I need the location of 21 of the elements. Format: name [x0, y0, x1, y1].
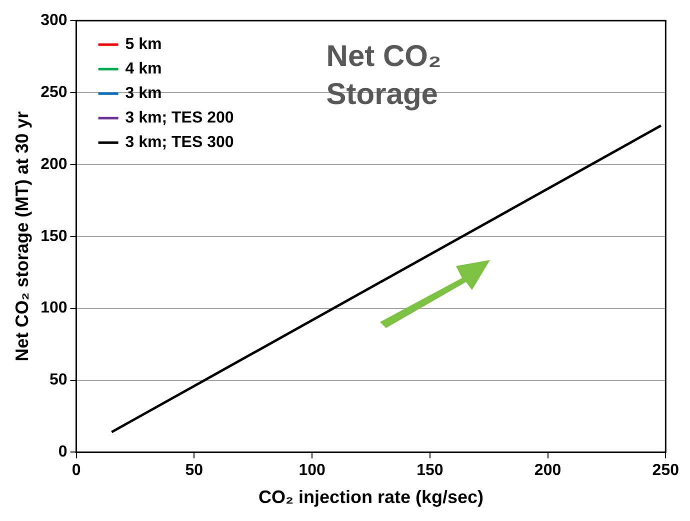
- legend-label: 3 km; TES 300: [125, 134, 234, 152]
- x-tick-label: 100: [298, 462, 326, 480]
- x-tick-label: 150: [416, 462, 444, 480]
- x-tick-label: 0: [72, 462, 81, 480]
- legend-label: 5 km: [125, 36, 162, 54]
- y-tick-label: 300: [40, 12, 68, 30]
- legend-label: 3 km; TES 200: [125, 110, 234, 127]
- y-tick-label: 100: [40, 300, 68, 317]
- y-tick-label: 200: [40, 156, 68, 173]
- y-axis-title: Net CO₂ storage (MT) at 30 yr: [12, 111, 32, 362]
- y-tick-label: 150: [40, 228, 68, 245]
- x-tick-label: 50: [185, 462, 204, 480]
- x-axis-title: CO₂ injection rate (kg/sec): [258, 487, 484, 508]
- y-tick-label: 50: [50, 372, 68, 389]
- x-tick-label: 200: [534, 462, 562, 480]
- x-tick-label: 250: [652, 462, 680, 480]
- y-tick-label: 250: [40, 84, 68, 101]
- y-tick-label: 0: [58, 444, 68, 461]
- annotation: Net CO₂ Storage: [326, 40, 442, 111]
- legend-label: 4 km: [125, 60, 162, 78]
- legend-label: 3 km: [125, 85, 162, 102]
